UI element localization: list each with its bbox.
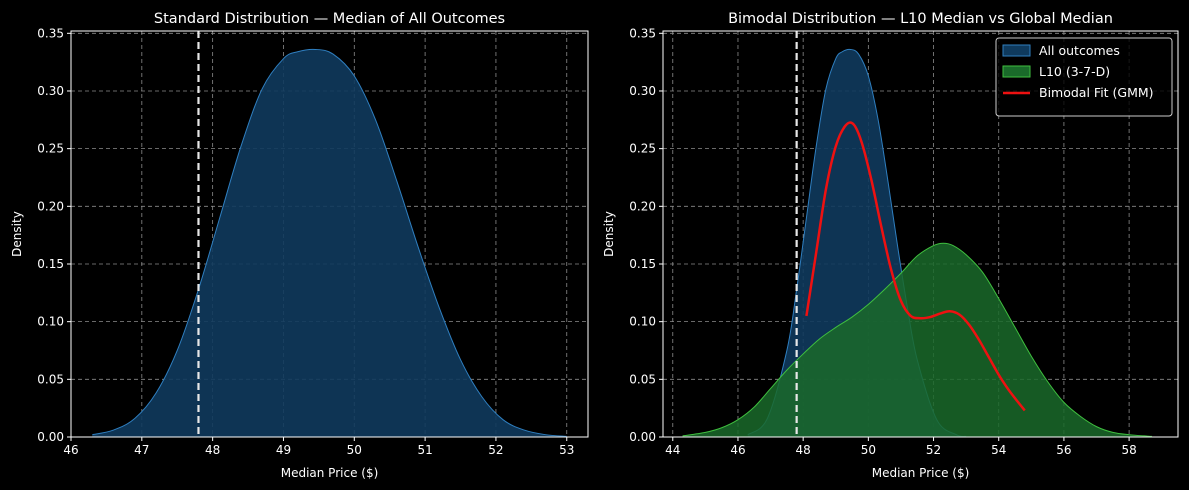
x-tick-label: 50 — [861, 443, 876, 457]
y-tick-label: 0.25 — [37, 142, 64, 156]
y-tick-label: 0.00 — [629, 430, 656, 444]
x-tick-label: 56 — [1056, 443, 1071, 457]
y-tick-label: 0.10 — [629, 315, 656, 329]
x-tick-label: 46 — [63, 443, 78, 457]
x-tick-label: 48 — [205, 443, 220, 457]
x-tick-label: 48 — [796, 443, 811, 457]
x-tick-label: 46 — [730, 443, 745, 457]
all-outcomes-density-curve — [92, 48, 567, 437]
y-tick-label: 0.25 — [629, 142, 656, 156]
y-tick-label: 0.15 — [37, 257, 64, 271]
y-tick-label: 0.35 — [629, 26, 656, 40]
y-tick-label: 0.35 — [37, 26, 64, 40]
l10-swatch — [1002, 65, 1031, 78]
legend: All outcomes L10 (3-7-D) Bimodal Fit (GM… — [995, 37, 1173, 117]
y-tick-label: 0.10 — [37, 315, 64, 329]
legend-box — [995, 37, 1173, 117]
gmm-fit-line — [805, 121, 1026, 412]
y-tick-label: 0.30 — [37, 84, 64, 98]
plot-marks — [682, 31, 1152, 438]
all-outcomes-swatch — [1002, 44, 1031, 57]
x-tick-label: 50 — [347, 443, 362, 457]
y-axis-label: Density — [602, 211, 616, 257]
x-tick-label: 53 — [559, 443, 574, 457]
y-tick-label: 0.15 — [629, 257, 656, 271]
chart-title: Standard Distribution — Median of All Ou… — [154, 11, 505, 27]
y-tick-label: 0.20 — [37, 199, 64, 213]
axis-ticks: 46 47 48 49 50 51 52 53 0.00 0.05 0.10 0.15 0.20 0.25… — [37, 26, 574, 457]
x-tick-label: 58 — [1121, 443, 1136, 457]
y-tick-label: 0.00 — [37, 430, 64, 444]
y-tick-label: 0.20 — [629, 199, 656, 213]
l10-density-area — [682, 243, 1152, 437]
axis-ticks: 44 46 48 50 52 54 56 58 0.00 0.05 0.10 0.15 0.20 0.25… — [629, 26, 1136, 457]
x-axis-label: Median Price ($) — [872, 466, 970, 480]
chart-title: Bimodal Distribution — L10 Median vs Glo… — [728, 11, 1113, 27]
bimodal-distribution-panel: 44 46 48 50 52 54 56 58 0.00 0.05 0.10 0.15 0.20 0.25… — [602, 11, 1179, 480]
x-tick-label: 52 — [488, 443, 503, 457]
y-tick-label: 0.05 — [37, 372, 64, 386]
standard-distribution-panel: 46 47 48 49 50 51 52 53 0.00 0.05 0.10 0.15 0.20 0.25… — [10, 11, 589, 480]
x-tick-label: 52 — [926, 443, 941, 457]
axes-frame — [662, 30, 1179, 438]
y-axis-label: Density — [10, 211, 24, 257]
x-tick-label: 51 — [417, 443, 432, 457]
legend-label-gmm: Bimodal Fit (GMM) — [1039, 85, 1154, 100]
x-axis-label: Median Price ($) — [281, 466, 379, 480]
legend-label-all-outcomes: All outcomes — [1039, 43, 1120, 58]
legend-item-l10: L10 (3-7-D) — [1002, 64, 1110, 79]
all-outcomes-density-area — [92, 49, 567, 438]
x-tick-label: 47 — [134, 443, 149, 457]
x-tick-label: 49 — [276, 443, 291, 457]
x-tick-label: 54 — [991, 443, 1006, 457]
plot-marks — [92, 31, 567, 438]
legend-item-all-outcomes: All outcomes — [1002, 43, 1120, 58]
y-tick-label: 0.30 — [629, 84, 656, 98]
x-tick-label: 44 — [665, 443, 680, 457]
axes-frame — [70, 30, 589, 438]
legend-item-gmm: Bimodal Fit (GMM) — [1003, 85, 1154, 100]
legend-label-l10: L10 (3-7-D) — [1039, 64, 1110, 79]
l10-density-curve — [682, 242, 1152, 437]
y-tick-label: 0.05 — [629, 372, 656, 386]
